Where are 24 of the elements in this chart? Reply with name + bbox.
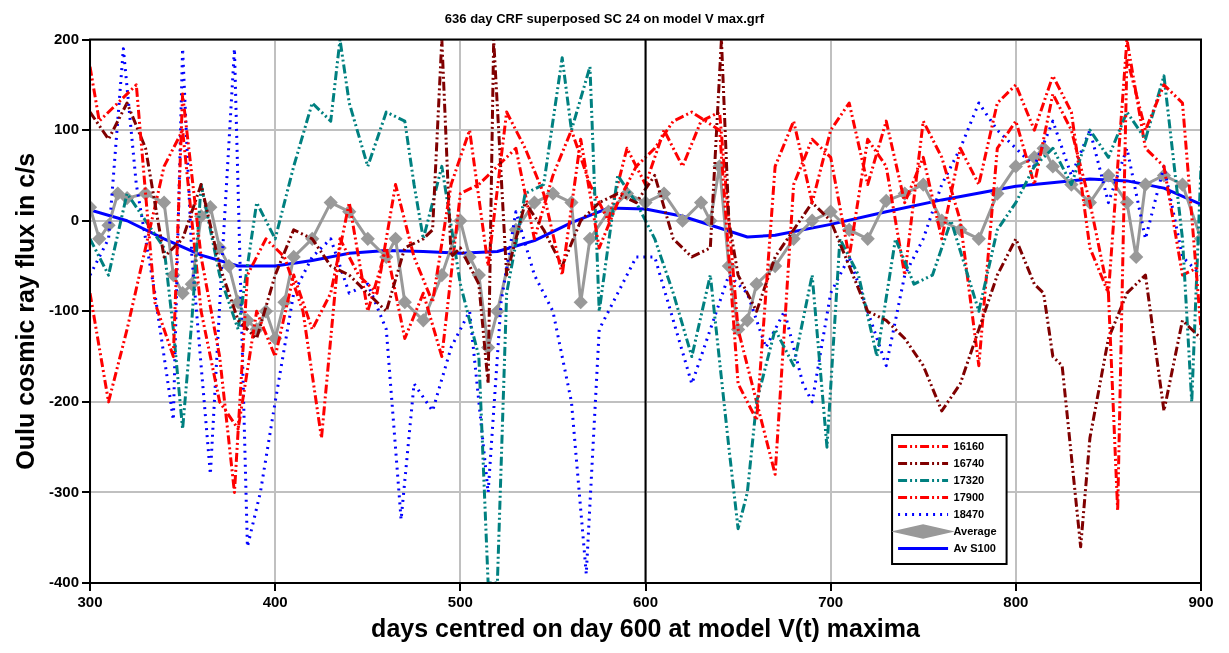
y-tick-label: -100 [48, 301, 80, 319]
y-tick-label: 200 [53, 29, 80, 47]
legend-label: Average [953, 524, 997, 537]
legend-label: 16160 [953, 439, 985, 452]
y-axis-title: Oulu cosmic ray flux in c/s [10, 152, 39, 470]
y-tick-label: -400 [48, 573, 80, 591]
y-tick-label: 100 [53, 120, 80, 138]
legend-label: 17900 [953, 490, 985, 503]
legend-label: 16740 [953, 456, 985, 469]
x-tick-label: 600 [633, 593, 659, 611]
x-tick-label: 700 [818, 593, 844, 611]
x-axis-title: days centred on day 600 at model V(t) maxima [371, 613, 921, 642]
x-tick-label: 300 [77, 593, 103, 611]
x-tick-label: 900 [1188, 593, 1214, 611]
legend-label: Av S100 [953, 541, 996, 554]
x-tick-label: 400 [262, 593, 288, 611]
y-tick-label: 0 [70, 210, 80, 228]
chart-title: 636 day CRF superposed SC 24 on model V max.grf [444, 11, 765, 27]
x-tick-label: 500 [447, 593, 473, 611]
y-tick-label: -200 [48, 392, 80, 410]
legend-label: 18470 [953, 507, 985, 520]
x-tick-label: 800 [1003, 593, 1029, 611]
legend-label: 17320 [953, 473, 985, 486]
y-tick-label: -300 [48, 482, 80, 500]
